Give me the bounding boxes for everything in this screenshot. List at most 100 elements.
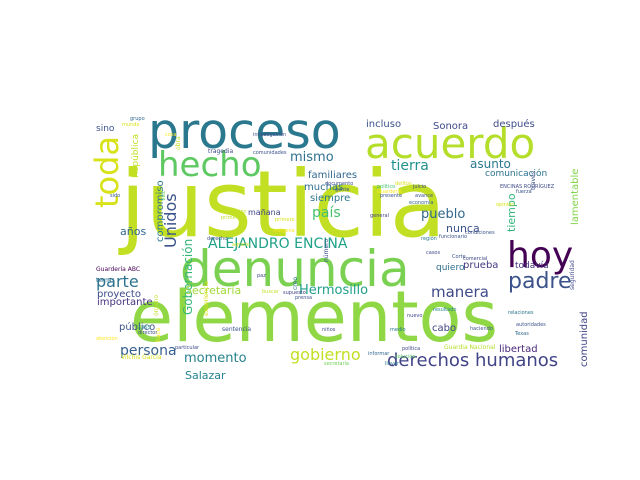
word-lamentable: lamentable	[570, 169, 581, 225]
word-hace: hace	[155, 327, 162, 342]
word-texas: Texas	[514, 331, 529, 337]
word-vilchis-garcia: Vilchis García	[121, 354, 162, 361]
word-publico: público	[119, 321, 155, 333]
word-tierra: tierra	[391, 158, 429, 174]
word-nunca: nunca	[446, 222, 480, 235]
word-delitos: delitos	[395, 181, 412, 187]
word-director: director	[138, 330, 158, 336]
word-mundo: mundo	[122, 122, 139, 128]
word-hoy: hoy	[507, 235, 573, 276]
word-atencion: atención	[96, 335, 118, 342]
word-encinas-rodriguez: ENCINAS RODRÍGUEZ	[500, 183, 555, 190]
word-seguridad: seguridad	[569, 260, 576, 290]
word-gobernacion: Gobernación	[181, 239, 195, 315]
word-fuerza: fuerza	[516, 189, 532, 195]
word-guarderia-abc: Guardería ABC	[96, 266, 140, 273]
word-parte: parte	[96, 272, 139, 291]
word-resultado: resultado	[433, 307, 456, 313]
word-obra: obra	[175, 136, 182, 150]
word-guardia-nacional: Guardia Nacional	[444, 344, 496, 351]
word-paz: paz	[257, 273, 266, 279]
word-traves: través	[530, 171, 537, 190]
word-general: general	[370, 213, 389, 219]
word-proceso: proceso	[148, 103, 341, 160]
word-republica: República	[131, 134, 141, 178]
word-tragedia: tragedia	[208, 148, 233, 155]
word-numero: número	[323, 239, 330, 262]
word-sino: sino	[96, 124, 115, 134]
word-cabo: cabo	[432, 323, 456, 334]
word-libertad: libertad	[499, 344, 538, 355]
word-prensa: prensa	[295, 295, 312, 301]
word-informar: informar	[368, 351, 390, 357]
word-region: región	[421, 235, 437, 242]
word-sido: sido	[110, 193, 120, 199]
word-padre: padre	[508, 269, 572, 294]
word-todavia: todavía	[515, 261, 549, 271]
word-compromiso: compromiso	[155, 180, 166, 242]
word-buscar: buscar	[262, 289, 280, 295]
word-asunto: asunto	[470, 157, 511, 171]
word-secretaria: Secretaría	[185, 284, 241, 297]
word-situacion: situación	[224, 208, 247, 215]
word-siempre: siempre	[310, 193, 350, 204]
word-sonora: Sonora	[433, 121, 468, 132]
word-pueblo: pueblo	[421, 207, 465, 222]
word-primero: primero	[275, 217, 295, 223]
word-secretaria: secretaría	[324, 360, 349, 367]
word-economia: economía	[409, 199, 433, 206]
word-agrario: agrario	[232, 242, 250, 248]
word-mismo: mismo	[290, 150, 334, 165]
word-corte: Corte	[452, 254, 466, 260]
word-manera: manera	[431, 283, 489, 301]
word-incluso: incluso	[366, 119, 401, 130]
word-primera: primera	[221, 215, 241, 221]
word-unidos: Unidos	[161, 193, 180, 248]
word-politico: político	[377, 183, 395, 190]
word-politica: política	[402, 345, 420, 352]
word-anos: años	[120, 225, 146, 238]
word-temas: temas	[96, 277, 115, 284]
word-derecho: derecho	[207, 236, 227, 242]
word-toda: toda	[88, 136, 126, 208]
word-guarderia: Guardería	[377, 188, 402, 195]
word-muchas: muchas	[304, 182, 343, 193]
word-particular: particular	[175, 345, 200, 351]
word-sentencia: sentencia	[222, 326, 251, 333]
word-hermosillo: Hermosillo	[299, 283, 368, 298]
word-1955: 1955	[138, 325, 151, 331]
word-comunidad: comunidad	[579, 311, 590, 367]
word-creo: creo	[292, 277, 299, 290]
word-medio: medio	[390, 327, 406, 333]
word-grupo: grupo	[130, 116, 145, 122]
word-avance: avance	[415, 193, 433, 199]
word-supuesto: supuesto	[283, 290, 306, 296]
word-manana: mañana	[248, 208, 281, 217]
word-organo: órgano	[153, 295, 160, 316]
word-ninos: niños	[322, 327, 336, 333]
word-cosa: cosa	[165, 132, 176, 138]
word-prueba: prueba	[463, 260, 498, 271]
word-investigacion: investigación	[253, 131, 286, 138]
word-salazar: Salazar	[185, 369, 226, 382]
word-gobierno: gobierno	[290, 345, 361, 364]
word-condiciones: condiciones	[465, 230, 495, 236]
word-juicio: juicio	[412, 184, 426, 190]
word-solucion: solución	[395, 353, 416, 360]
word-derechos-humanos: derechos humanos	[387, 350, 558, 371]
word-justicia: justicia	[118, 151, 446, 258]
word-momento: momento	[184, 351, 247, 366]
word-vez: vez	[160, 191, 167, 201]
word-experiencia: experiencia	[203, 281, 210, 316]
word-opinion: opinión	[496, 201, 514, 208]
word-pais: país	[312, 205, 341, 221]
word-autoridades: autoridades	[516, 322, 546, 328]
word-quiero: quiero	[436, 263, 465, 273]
word-proyecto: proyecto	[97, 289, 141, 300]
word-alejandro-encina: ALEJANDRO ENCINA	[208, 236, 348, 252]
word-indigena: indígena	[273, 227, 295, 234]
word-despues: después	[493, 118, 535, 130]
word-casos: casos	[426, 250, 440, 256]
word-tiempo: tiempo	[505, 193, 518, 232]
